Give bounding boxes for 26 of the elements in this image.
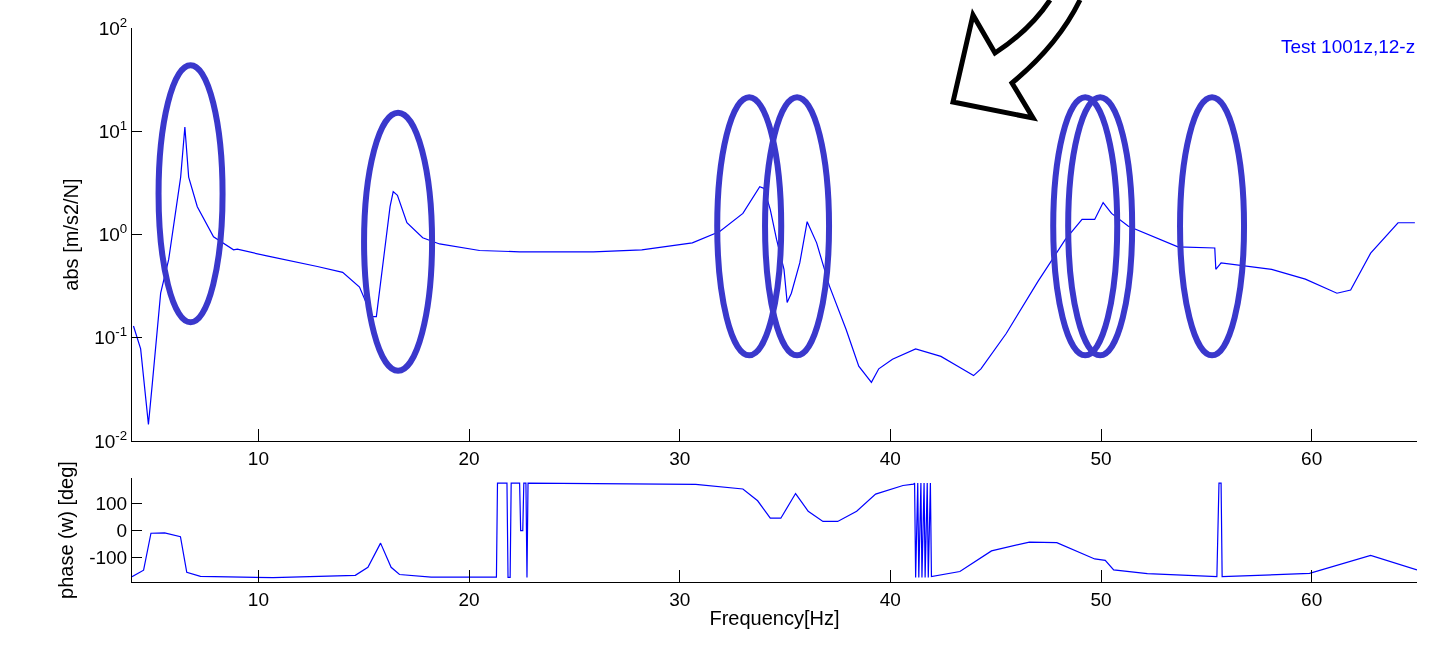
x-tick-label: 20 (458, 447, 480, 469)
x-tick-label: 40 (879, 588, 901, 610)
x-tick-label: 60 (1301, 447, 1323, 469)
line-series (132, 482, 1417, 579)
y-tick-label: 0 (116, 520, 128, 542)
x-tick-label: 60 (1301, 588, 1323, 610)
y-tick-label: 10$^{-1}$ (94, 324, 128, 349)
y-axis-title: abs [m/s2/N] (59, 178, 82, 291)
x-tick-label: 30 (669, 588, 691, 610)
y-tick-label: 10$^{-2}$ (94, 427, 128, 452)
y-axis-title: phase (w) [deg] (54, 461, 77, 599)
x-axis-title: Frequency[Hz] (709, 607, 840, 630)
y-tick-label: 100 (95, 493, 128, 515)
y-tick-label: -100 (89, 546, 128, 568)
x-tick-label: 50 (1090, 588, 1112, 610)
x-tick-label: 40 (879, 447, 901, 469)
text: Test 1001z,12-z (1281, 36, 1416, 57)
x-tick-label: 20 (458, 588, 480, 610)
line-series (132, 126, 1416, 425)
x-tick-label: 30 (669, 447, 691, 469)
x-tick-label: 10 (247, 447, 269, 469)
x-tick-label: 50 (1090, 447, 1112, 469)
y-tick-label: 10$^{2}$ (98, 14, 128, 39)
y-tick-label: 10$^{0}$ (98, 221, 128, 246)
x-tick-label: 10 (247, 588, 269, 610)
y-tick-label: 10$^{1}$ (98, 117, 128, 142)
